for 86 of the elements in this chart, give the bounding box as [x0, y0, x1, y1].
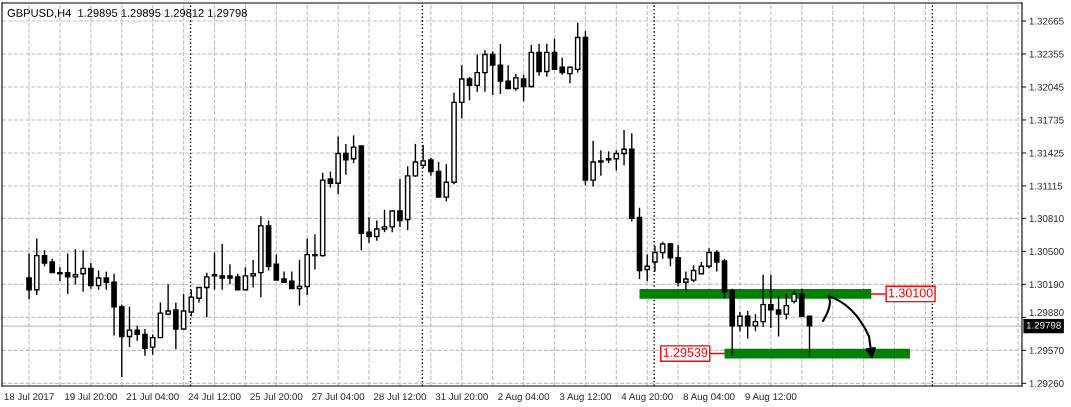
y-tick-label: 1.30810: [1029, 215, 1064, 223]
candlestick: [543, 43, 550, 78]
candlestick: [466, 76, 473, 101]
x-tick-label: 19 Jul 20:00: [65, 392, 117, 401]
candlestick: [590, 140, 596, 188]
y-tick-label: 1.30500: [1029, 248, 1064, 255]
y-tick-label: 1.29260: [1029, 380, 1064, 387]
candlestick: [95, 269, 102, 291]
candlestick: [142, 328, 148, 357]
candlestick: [783, 293, 790, 321]
y-tick-label: 1.29880: [1029, 309, 1064, 316]
candlestick: [497, 43, 504, 95]
candlestick: [389, 210, 396, 233]
candlestick: [149, 333, 156, 356]
x-tick-label: 31 Jul 20:00: [435, 392, 488, 401]
candlestick: [613, 149, 620, 172]
candlestick: [211, 251, 218, 291]
annotation: 1.29539: [663, 348, 708, 357]
candlestick: [428, 157, 434, 177]
candlestick: [381, 209, 388, 233]
candlestick: [273, 253, 280, 281]
candlestick: [768, 274, 774, 329]
candlestick: [350, 134, 357, 164]
candlestick: [88, 262, 94, 290]
x-tick-label: 3 Aug 12:00: [559, 393, 611, 403]
candlestick: [373, 219, 380, 242]
candlestick: [737, 311, 743, 332]
candlestick: [706, 247, 712, 270]
x-tick-label: 9 Aug 12:00: [745, 393, 797, 403]
candlestick: [505, 64, 511, 90]
y-tick-label: 1.32045: [1029, 83, 1064, 91]
candlestick: [103, 270, 110, 291]
candlestick: [536, 43, 542, 77]
candlestick: [80, 249, 86, 293]
annotation: 1.30100: [888, 288, 933, 298]
candlestick: [713, 249, 720, 273]
candlestick: [806, 315, 813, 358]
x-tick-label: 25 Jul 20:00: [250, 392, 303, 401]
candlestick: [520, 74, 527, 103]
x-tick-label: 27 Jul 04:00: [312, 392, 365, 401]
candlestick: [598, 149, 604, 177]
y-tick-label: 1.31735: [1029, 116, 1064, 124]
candlestick: [775, 295, 782, 338]
candlestick: [203, 271, 210, 319]
candlestick: [458, 64, 465, 120]
x-tick-label: 28 Jul 12:00: [373, 392, 427, 401]
candlestick: [250, 259, 256, 289]
candlestick: [64, 252, 71, 295]
x-tick-label: 21 Jul 04:00: [126, 392, 179, 401]
candlestick: [126, 306, 133, 348]
candlestick: [312, 233, 318, 271]
x-tick-label: 24 Jul 12:00: [188, 392, 241, 401]
candlestick: [343, 143, 349, 176]
candlestick: [219, 243, 226, 291]
candlestick: [760, 274, 766, 328]
candlestick: [644, 253, 651, 282]
y-tick-label: 1.32665: [1029, 17, 1064, 25]
y-tick-label: 1.31115: [1029, 182, 1063, 190]
candlestick: [683, 270, 689, 292]
candlestick: [26, 252, 32, 300]
candlestick: [621, 129, 627, 166]
candlestick: [173, 301, 179, 350]
candlestick: [180, 293, 187, 330]
candlestick: [798, 287, 805, 317]
candlestick: [489, 50, 496, 96]
candlestick: [227, 263, 233, 286]
candlestick: [57, 266, 63, 282]
x-tick-label: 8 Aug 04:00: [683, 393, 735, 403]
y-tick-label: 1.30190: [1029, 281, 1064, 288]
candlestick: [72, 248, 79, 286]
ref-line-label: 1.29798: [1026, 321, 1061, 329]
x-tick-label: 2 Aug 04:00: [498, 393, 550, 403]
candlestick: [165, 283, 171, 316]
chart-title: GBPUSD,H4 1.29895 1.29895 1.29812 1.29798: [7, 9, 247, 19]
x-tick-label: 4 Aug 20:00: [621, 393, 673, 403]
candlestick: [474, 53, 481, 93]
y-tick-label: 1.29570: [1029, 347, 1064, 354]
candlestick: [366, 216, 372, 244]
y-tick-label: 1.32355: [1029, 50, 1064, 58]
y-tick-label: 1.31425: [1029, 149, 1064, 157]
candlestick: [744, 310, 751, 340]
x-tick-label: 18 Jul 2017: [4, 392, 54, 401]
candlestick: [412, 143, 419, 178]
candlestick: [482, 49, 488, 93]
candlestick: [443, 163, 450, 203]
candlestick: [397, 178, 403, 228]
